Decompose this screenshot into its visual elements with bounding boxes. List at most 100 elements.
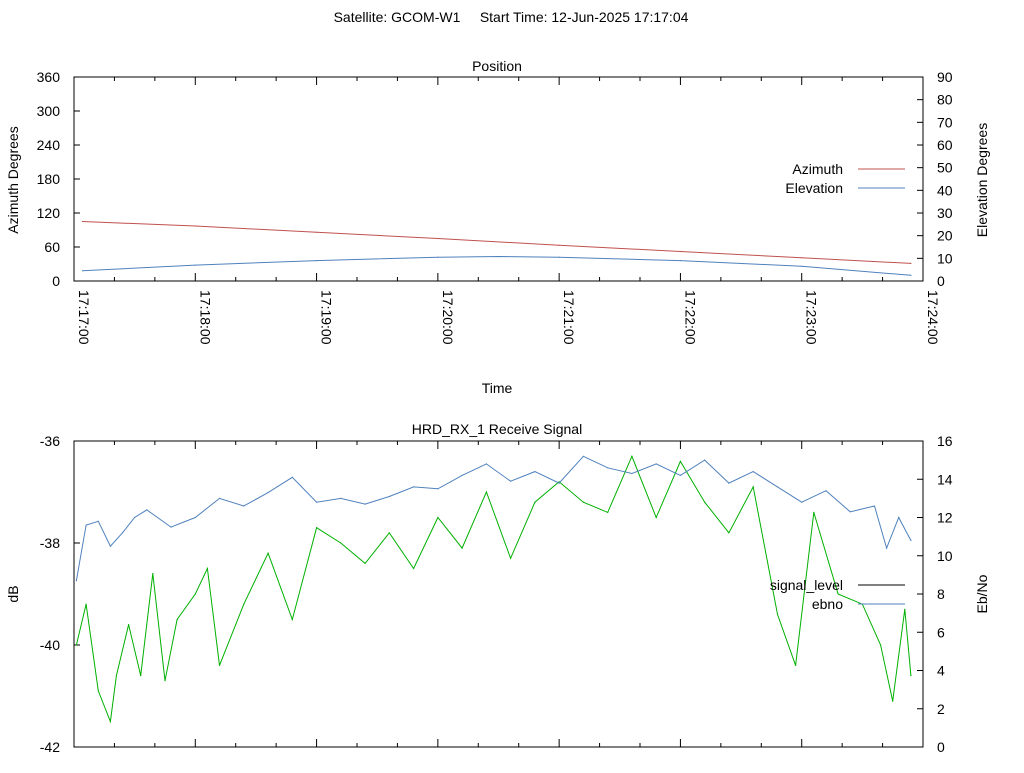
y2-tick-label: 16 — [937, 433, 953, 449]
series-point — [752, 486, 754, 488]
y2-tick-label: 2 — [937, 701, 945, 717]
y2-tick-label: 70 — [937, 114, 953, 130]
series-point — [316, 501, 318, 503]
series-line-ebno — [75, 455, 912, 581]
series-point — [243, 603, 245, 605]
legend-label: signal_level — [770, 577, 843, 593]
series-point — [85, 524, 87, 526]
series-point — [558, 244, 560, 246]
signal-chart-title: HRD_RX_1 Receive Signal — [412, 421, 582, 437]
series-point — [910, 274, 912, 276]
y2-tick-label: 6 — [937, 624, 945, 640]
series-point — [728, 482, 730, 484]
series-point — [704, 501, 706, 503]
series-point — [218, 664, 221, 667]
series-point — [461, 474, 463, 476]
series-point — [388, 532, 390, 534]
series-point — [795, 664, 797, 667]
y2-tick-label: 90 — [937, 69, 953, 85]
series-point — [316, 231, 318, 233]
series-point — [152, 573, 154, 575]
y-tick-label: 60 — [44, 239, 60, 255]
series-point — [461, 547, 463, 549]
series-point — [109, 720, 111, 723]
x-tick-label: 17:18:00 — [197, 290, 213, 345]
series-point — [437, 488, 439, 490]
series-point — [679, 250, 682, 253]
series-point — [109, 545, 111, 547]
series-point — [904, 608, 906, 610]
y2-tick-label: 0 — [937, 739, 945, 755]
signal-plot-frame — [73, 440, 924, 748]
series-point — [437, 516, 439, 519]
signal-series — [75, 454, 912, 724]
series-point — [892, 700, 894, 702]
series-point — [364, 562, 366, 565]
series-point — [752, 471, 754, 473]
series-point — [115, 675, 117, 677]
series-point — [582, 455, 585, 457]
series-point — [97, 520, 99, 522]
y-tick-label: -40 — [40, 637, 60, 653]
series-point — [194, 593, 196, 595]
position-legend: Azimuth Elevation — [785, 161, 905, 196]
series-point — [75, 644, 77, 646]
series-point — [316, 260, 318, 262]
series-point — [886, 547, 888, 549]
y2-tick-label: 50 — [937, 160, 953, 176]
series-point — [801, 265, 803, 267]
series-point — [776, 613, 779, 616]
y2-tick-label: 4 — [937, 663, 945, 679]
y2-tick-label: 10 — [937, 548, 953, 564]
y2-tick-label: 8 — [937, 586, 945, 602]
series-point — [437, 256, 439, 258]
series-point — [679, 260, 682, 262]
series-point — [364, 503, 366, 505]
series-point — [388, 495, 390, 498]
position-plot-frame — [73, 76, 924, 282]
series-point — [316, 527, 318, 529]
time-axis-label: Time — [482, 380, 513, 396]
series-point — [218, 497, 221, 499]
series-point — [176, 618, 178, 621]
position-chart: Position Azimuth Degrees Elevation Degre… — [5, 58, 990, 396]
series-point — [631, 455, 633, 457]
series-point — [880, 644, 882, 646]
series-point — [910, 262, 912, 264]
series-point — [194, 264, 196, 266]
series-point — [128, 624, 130, 626]
page-title: Satellite: GCOM-W1 Start Time: 12-Jun-20… — [334, 9, 689, 25]
y-tick-label: 360 — [37, 69, 61, 85]
series-point — [607, 467, 609, 469]
y-tick-label: -38 — [40, 535, 60, 551]
series-point — [291, 618, 293, 621]
series-point — [485, 463, 487, 465]
series-point — [164, 680, 166, 682]
series-point — [413, 567, 415, 570]
series-point — [81, 270, 84, 272]
series-point — [510, 480, 512, 482]
y2-tick-label: 10 — [937, 250, 953, 266]
series-point — [655, 516, 657, 519]
legend-label: ebno — [812, 596, 843, 612]
series-point — [728, 532, 730, 534]
series-point — [801, 501, 803, 503]
series-point — [679, 474, 682, 476]
series-point — [75, 580, 77, 582]
series-line-elevation — [82, 255, 911, 276]
series-point — [485, 491, 487, 493]
series-point — [267, 552, 269, 554]
legend-label: Azimuth — [792, 161, 843, 177]
series-point — [291, 476, 293, 478]
series-point — [873, 505, 876, 507]
legend-label: Elevation — [785, 180, 843, 196]
series-point — [194, 516, 196, 519]
series-point — [140, 675, 142, 677]
series-point — [340, 542, 342, 544]
series-point — [134, 516, 136, 519]
series-point — [898, 516, 900, 519]
y2-tick-label: 30 — [937, 205, 953, 221]
series-point — [558, 482, 560, 484]
series-point — [437, 237, 439, 240]
